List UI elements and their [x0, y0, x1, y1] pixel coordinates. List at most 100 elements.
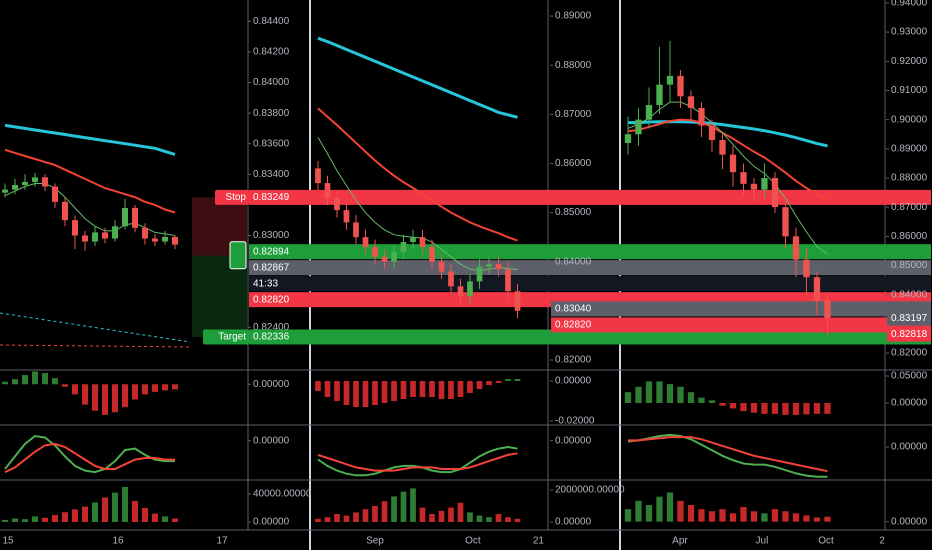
y-tick-label: 0.83000 [253, 230, 290, 241]
y-tick-label: 0.84000 [555, 256, 592, 267]
volume-bar [505, 517, 511, 522]
volume-bar [410, 488, 416, 522]
y-tick-label: 0.00000 [253, 435, 290, 446]
histogram-bar [32, 371, 38, 385]
candle-body [505, 269, 511, 292]
volume-bar [152, 513, 158, 523]
volume-bar [677, 500, 684, 522]
histogram-bar [740, 403, 747, 412]
candle-body [82, 235, 88, 242]
candle-body [122, 207, 128, 227]
candle-body [32, 177, 38, 182]
moving-average [317, 137, 518, 272]
candle-body [677, 75, 684, 97]
histogram-bar [362, 381, 369, 407]
volume-bar [476, 515, 483, 522]
volume-bar [419, 507, 426, 522]
candle-body [803, 259, 810, 278]
volume-bar [698, 509, 705, 522]
volume-bar [782, 511, 789, 522]
tag-box [215, 189, 249, 205]
histogram-bar [467, 381, 473, 393]
volume-bar [635, 500, 642, 522]
volume-bar [400, 491, 407, 522]
candle-body [645, 105, 653, 120]
price-badge-label: 0.82820 [555, 320, 592, 331]
x-tick-label: 16 [112, 536, 124, 547]
candle-body [381, 256, 388, 262]
volume-bar [813, 517, 821, 522]
price-badge [249, 260, 931, 276]
candle-body [42, 177, 48, 187]
histogram-bar [624, 392, 632, 404]
candle-body [824, 300, 831, 319]
volume-bar [334, 514, 340, 522]
candle-body [112, 226, 118, 239]
candle-body [419, 237, 426, 247]
y-tick-label: 0.92000 [891, 56, 928, 67]
histogram-bar [782, 403, 789, 415]
histogram-bar [803, 403, 810, 415]
price-badge-label: 0.83249 [253, 192, 290, 203]
candle-body [429, 246, 435, 262]
volume-bar [438, 510, 445, 522]
candle-body [2, 189, 8, 193]
histogram-bar [52, 378, 58, 385]
histogram-bar [761, 403, 768, 414]
tag-label: Target [218, 332, 246, 343]
candle-body [771, 177, 779, 208]
candle-body [495, 264, 502, 270]
volume-bar [132, 501, 138, 523]
y-tick-label: 0.00000 [891, 442, 928, 453]
oscillator-line [628, 436, 828, 473]
candle-body [635, 119, 642, 135]
histogram-bar [372, 381, 378, 405]
histogram-bar [162, 384, 168, 391]
volume-bar [457, 502, 464, 522]
volume-bar [495, 514, 502, 522]
histogram-bar [750, 403, 758, 413]
histogram-bar [698, 397, 705, 404]
candle-body [813, 277, 821, 301]
histogram-bar [334, 381, 340, 401]
histogram-bar [438, 381, 445, 399]
price-badge-label: 0.83040 [555, 304, 592, 315]
candle-body [372, 246, 378, 257]
candle-body [740, 172, 747, 184]
volume-bar [52, 515, 58, 523]
entry-marker [229, 241, 247, 270]
histogram-bar [2, 381, 8, 385]
price-badge-label: 41:33 [253, 278, 278, 289]
volume-bar [803, 515, 810, 522]
price-badge [887, 310, 931, 326]
histogram-bar [792, 403, 800, 415]
histogram-bar [42, 373, 48, 385]
candle-body [315, 168, 321, 184]
moving-average [4, 148, 176, 214]
oscillator-line [627, 433, 828, 478]
trend-line [0, 344, 191, 348]
histogram-bar [729, 403, 737, 409]
y-tick-label: 0.00000 [555, 435, 592, 446]
volume-bar [32, 516, 38, 523]
histogram-bar [771, 403, 779, 414]
price-badge [551, 301, 931, 317]
volume-bar [708, 511, 716, 522]
histogram-bar [152, 384, 158, 392]
target-zone [192, 255, 247, 337]
volume-bar [824, 516, 831, 522]
price-badge-label: 0.82894 [253, 246, 290, 257]
y-tick-label: 0.86000 [555, 158, 592, 169]
candle-body [750, 183, 758, 190]
y-tick-label: 0.83800 [253, 108, 290, 119]
y-tick-label: 0.85000 [891, 260, 928, 271]
y-tick-label: -0.02000 [555, 416, 595, 427]
volume-bar [448, 507, 454, 522]
histogram-bar [448, 381, 454, 399]
histogram-bar [476, 381, 483, 389]
candle-body [476, 266, 483, 282]
histogram-bar [353, 381, 359, 407]
oscillator-line [4, 434, 175, 474]
volume-bar [353, 512, 359, 522]
histogram-bar [132, 384, 138, 400]
